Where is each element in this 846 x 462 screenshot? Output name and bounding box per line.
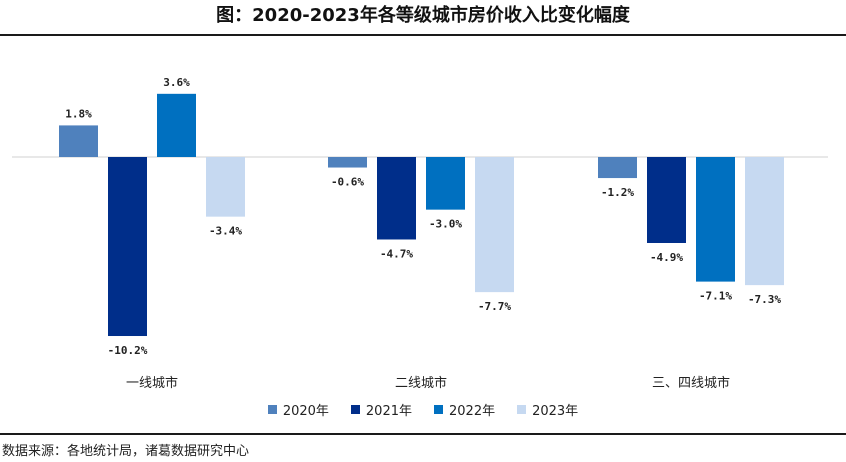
chart-title: 图：2020-2023年各等级城市房价收入比变化幅度 [216, 5, 630, 26]
data-label: -3.4% [209, 225, 242, 238]
legend-label: 2023年 [532, 404, 579, 419]
category-label: 三、四线城市 [652, 375, 730, 391]
bar-2022年-一线城市 [157, 93, 196, 157]
title-divider [0, 34, 846, 36]
legend-item: 2023年 [517, 400, 578, 419]
bar-2021年-三、四线城市 [647, 157, 686, 243]
bar-chart: 1.8% -10.2% 3.6% -3.4% 一线城市 -0.6% -4.7% -3.0% -7… [12, 76, 828, 391]
category-label: 二线城市 [395, 375, 447, 391]
legend-label: 2020年 [282, 404, 329, 419]
bar-2021年-一线城市 [108, 157, 147, 337]
legend-swatch [267, 405, 277, 414]
bar-2022年-三、四线城市 [696, 157, 735, 282]
bar-2023年-一线城市 [206, 157, 245, 217]
legend-swatch [434, 405, 443, 414]
bar-2022年-二线城市 [426, 157, 465, 210]
footer-divider [0, 433, 846, 435]
legend-label: 2022年 [449, 404, 496, 419]
bar-2020年-二线城市 [328, 157, 367, 168]
data-source: 数据来源：各地统计局，诸葛数据研究中心 [2, 444, 250, 459]
data-label: -4.9% [650, 251, 683, 264]
legend-swatch [350, 405, 360, 414]
legend-item: 2021年 [350, 400, 412, 419]
data-label: -10.2% [108, 344, 148, 357]
bar-2023年-二线城市 [475, 157, 514, 293]
legend-item: 2020年 [267, 400, 329, 419]
bar-2021年-二线城市 [377, 157, 416, 240]
legend-item: 2022年 [434, 400, 495, 419]
data-label: -0.6% [331, 176, 364, 189]
data-label: -7.1% [699, 290, 732, 303]
category-label: 一线城市 [126, 375, 178, 391]
data-label: -1.2% [601, 186, 634, 199]
data-label: -7.7% [478, 300, 511, 313]
legend-swatch [517, 405, 527, 414]
data-label: 1.8% [65, 107, 92, 120]
data-label: -4.7% [380, 247, 413, 260]
data-label: 3.6% [163, 76, 190, 89]
data-label: -7.3% [748, 293, 781, 306]
bar-2020年-一线城市 [59, 125, 98, 157]
bar-2023年-三、四线城市 [745, 157, 784, 286]
chart-legend: 2020年 2021年 2022年 2023年 [0, 400, 846, 419]
data-label: -3.0% [429, 218, 462, 231]
legend-label: 2021年 [365, 404, 412, 419]
bar-2020年-三、四线城市 [598, 157, 637, 179]
